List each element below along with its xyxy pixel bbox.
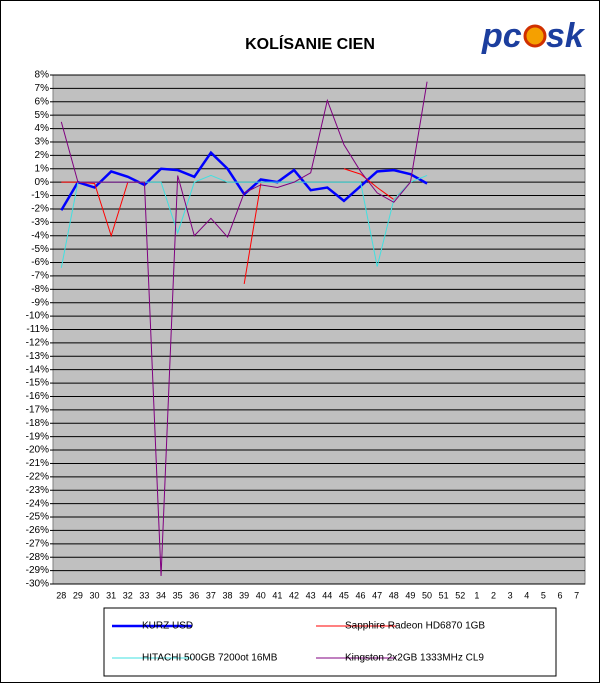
y-tick-label: 2% [35, 150, 50, 161]
y-tick-label: -22% [26, 471, 49, 482]
x-tick-label: 36 [189, 590, 199, 600]
y-tick-label: -6% [31, 257, 49, 268]
y-tick-label: -9% [31, 297, 49, 308]
y-tick-label: -14% [26, 364, 49, 375]
y-tick-label: -30% [26, 579, 49, 590]
x-tick-label: 50 [422, 590, 432, 600]
y-tick-label: -19% [26, 431, 49, 442]
y-tick-label: 5% [35, 110, 50, 121]
x-tick-label: 44 [322, 590, 332, 600]
y-tick-label: 1% [35, 163, 50, 174]
x-tick-label: 47 [372, 590, 382, 600]
y-tick-label: -27% [26, 538, 49, 549]
y-tick-label: -20% [26, 445, 49, 456]
y-tick-label: -12% [26, 338, 49, 349]
x-tick-label: 45 [339, 590, 349, 600]
x-tick-label: 30 [90, 590, 100, 600]
y-tick-label: 4% [35, 123, 50, 134]
x-tick-label: 52 [455, 590, 465, 600]
x-tick-label: 33 [139, 590, 149, 600]
y-tick-label: 6% [35, 96, 50, 107]
y-tick-label: 3% [35, 137, 50, 148]
y-tick-label: -26% [26, 525, 49, 536]
logo-text: sk [546, 17, 586, 55]
x-tick-label: 42 [289, 590, 299, 600]
y-tick-label: 7% [35, 83, 50, 94]
y-tick-label: -29% [26, 565, 49, 576]
y-tick-label: -11% [26, 324, 49, 335]
x-tick-label: 4 [524, 590, 529, 600]
x-tick-label: 2 [491, 590, 496, 600]
y-tick-label: -21% [26, 458, 49, 469]
x-tick-label: 29 [73, 590, 83, 600]
x-tick-label: 41 [272, 590, 282, 600]
y-tick-label: -28% [26, 552, 49, 563]
y-tick-label: -10% [26, 311, 49, 322]
y-tick-label: -17% [26, 405, 49, 416]
x-tick-label: 40 [256, 590, 266, 600]
y-tick-label: -25% [26, 512, 49, 523]
legend-label: Kingston 2x2GB 1333MHz CL9 [345, 653, 484, 664]
legend-label: Sapphire Radeon HD6870 1GB [345, 621, 485, 632]
y-tick-label: -15% [26, 378, 49, 389]
y-tick-label: 0% [35, 177, 50, 188]
legend-label: KURZ USD [142, 621, 193, 632]
y-tick-label: -1% [31, 190, 49, 201]
y-tick-label: -3% [31, 217, 49, 228]
x-tick-label: 28 [56, 590, 66, 600]
x-tick-label: 38 [223, 590, 233, 600]
x-tick-label: 39 [239, 590, 249, 600]
y-tick-label: -8% [31, 284, 49, 295]
legend-label: HITACHI 500GB 7200ot 16MB [142, 653, 278, 664]
y-tick-label: -16% [26, 391, 49, 402]
logo: pc sk [481, 17, 586, 55]
x-tick-label: 35 [173, 590, 183, 600]
x-tick-label: 49 [405, 590, 415, 600]
x-tick-label: 43 [306, 590, 316, 600]
x-tick-label: 51 [439, 590, 449, 600]
y-tick-label: -4% [31, 230, 49, 241]
legend [103, 607, 557, 677]
y-tick-label: -5% [31, 244, 49, 255]
x-tick-label: 6 [558, 590, 563, 600]
x-tick-label: 31 [106, 590, 116, 600]
y-tick-label: -24% [26, 498, 49, 509]
y-tick-label: -18% [26, 418, 49, 429]
x-tick-label: 5 [541, 590, 546, 600]
y-tick-label: -7% [31, 271, 49, 282]
y-tick-label: 8% [35, 70, 50, 81]
logo-text: pc [481, 17, 522, 55]
y-tick-label: -2% [31, 204, 49, 215]
x-tick-label: 3 [508, 590, 513, 600]
x-tick-label: 1 [474, 590, 479, 600]
y-tick-label: -23% [26, 485, 49, 496]
x-tick-label: 37 [206, 590, 216, 600]
x-tick-label: 7 [574, 590, 579, 600]
x-tick-label: 48 [389, 590, 399, 600]
x-tick-label: 46 [356, 590, 366, 600]
chart-title: KOLÍSANIE CIEN [245, 34, 375, 53]
x-tick-label: 34 [156, 590, 166, 600]
x-tick-label: 32 [123, 590, 133, 600]
logo-flame [523, 24, 547, 48]
y-tick-label: -13% [26, 351, 49, 362]
series-line [60, 81, 428, 576]
